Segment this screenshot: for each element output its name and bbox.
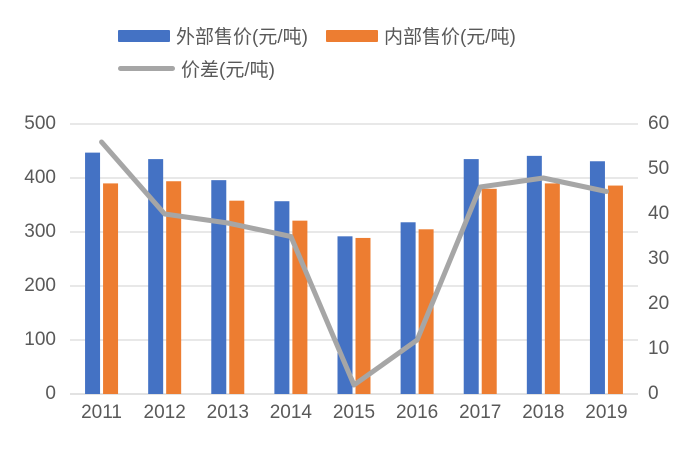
legend-label: 内部售价(元/吨) [383, 27, 516, 48]
right-axis-tick-label: 0 [648, 383, 659, 404]
legend-row: 外部售价(元/吨) 内部售价(元/吨) [118, 21, 516, 50]
right-axis-tick-label: 30 [648, 248, 670, 269]
chart-legend: 外部售价(元/吨) 内部售价(元/吨) 价差(元/吨) [118, 21, 516, 83]
legend-item: 内部售价(元/吨) [325, 22, 516, 49]
bar-external-price [526, 155, 542, 394]
bar-internal-price [166, 181, 182, 394]
x-axis-tick-label: 2019 [585, 402, 628, 423]
x-axis-tick-label: 2013 [206, 402, 249, 423]
right-axis-tick-label: 10 [648, 338, 670, 359]
legend-row: 价差(元/吨) [118, 54, 516, 83]
bar-external-price [400, 222, 416, 394]
bar-internal-price [355, 237, 371, 394]
left-axis-tick-label: 100 [24, 329, 56, 350]
left-axis-tick-label: 200 [24, 275, 56, 296]
legend-bar-swatch-icon [325, 29, 378, 42]
legend-line-swatch-icon [118, 66, 175, 71]
bar-external-price [148, 159, 164, 394]
legend-bar-swatch-icon [118, 29, 170, 42]
legend-label: 价差(元/吨) [181, 60, 275, 81]
left-axis-tick-label: 500 [24, 113, 56, 134]
legend-item: 价差(元/吨) [118, 55, 275, 82]
bar-internal-price [229, 200, 245, 394]
bar-internal-price [481, 188, 497, 394]
x-axis-tick-label: 2011 [81, 402, 122, 423]
bar-internal-price [544, 183, 560, 394]
right-axis-tick-label: 20 [648, 293, 670, 314]
legend-item: 外部售价(元/吨) [118, 22, 308, 49]
left-axis-tick-label: 400 [24, 167, 56, 188]
x-axis-tick-label: 2018 [522, 402, 565, 423]
price-diff-line [99, 139, 609, 388]
bar-internal-price [103, 183, 119, 394]
legend-label: 外部售价(元/吨) [176, 27, 308, 48]
left-axis-tick-label: 300 [24, 221, 56, 242]
x-axis-tick-label: 2014 [269, 402, 313, 423]
x-axis-tick-label: 2012 [143, 402, 186, 423]
x-axis-tick-label: 2015 [332, 402, 376, 423]
bar-external-price [211, 180, 227, 394]
bar-external-price [274, 201, 290, 394]
bar-external-price [85, 152, 101, 394]
right-axis-tick-label: 50 [648, 158, 670, 179]
bar-external-price [589, 161, 605, 394]
left-axis-tick-label: 0 [45, 383, 56, 404]
bar-internal-price [607, 185, 623, 394]
x-axis-tick-label: 2017 [459, 402, 502, 423]
right-axis-tick-label: 60 [648, 113, 670, 134]
x-axis-tick-label: 2016 [395, 402, 439, 423]
right-axis-tick-label: 40 [648, 203, 670, 224]
